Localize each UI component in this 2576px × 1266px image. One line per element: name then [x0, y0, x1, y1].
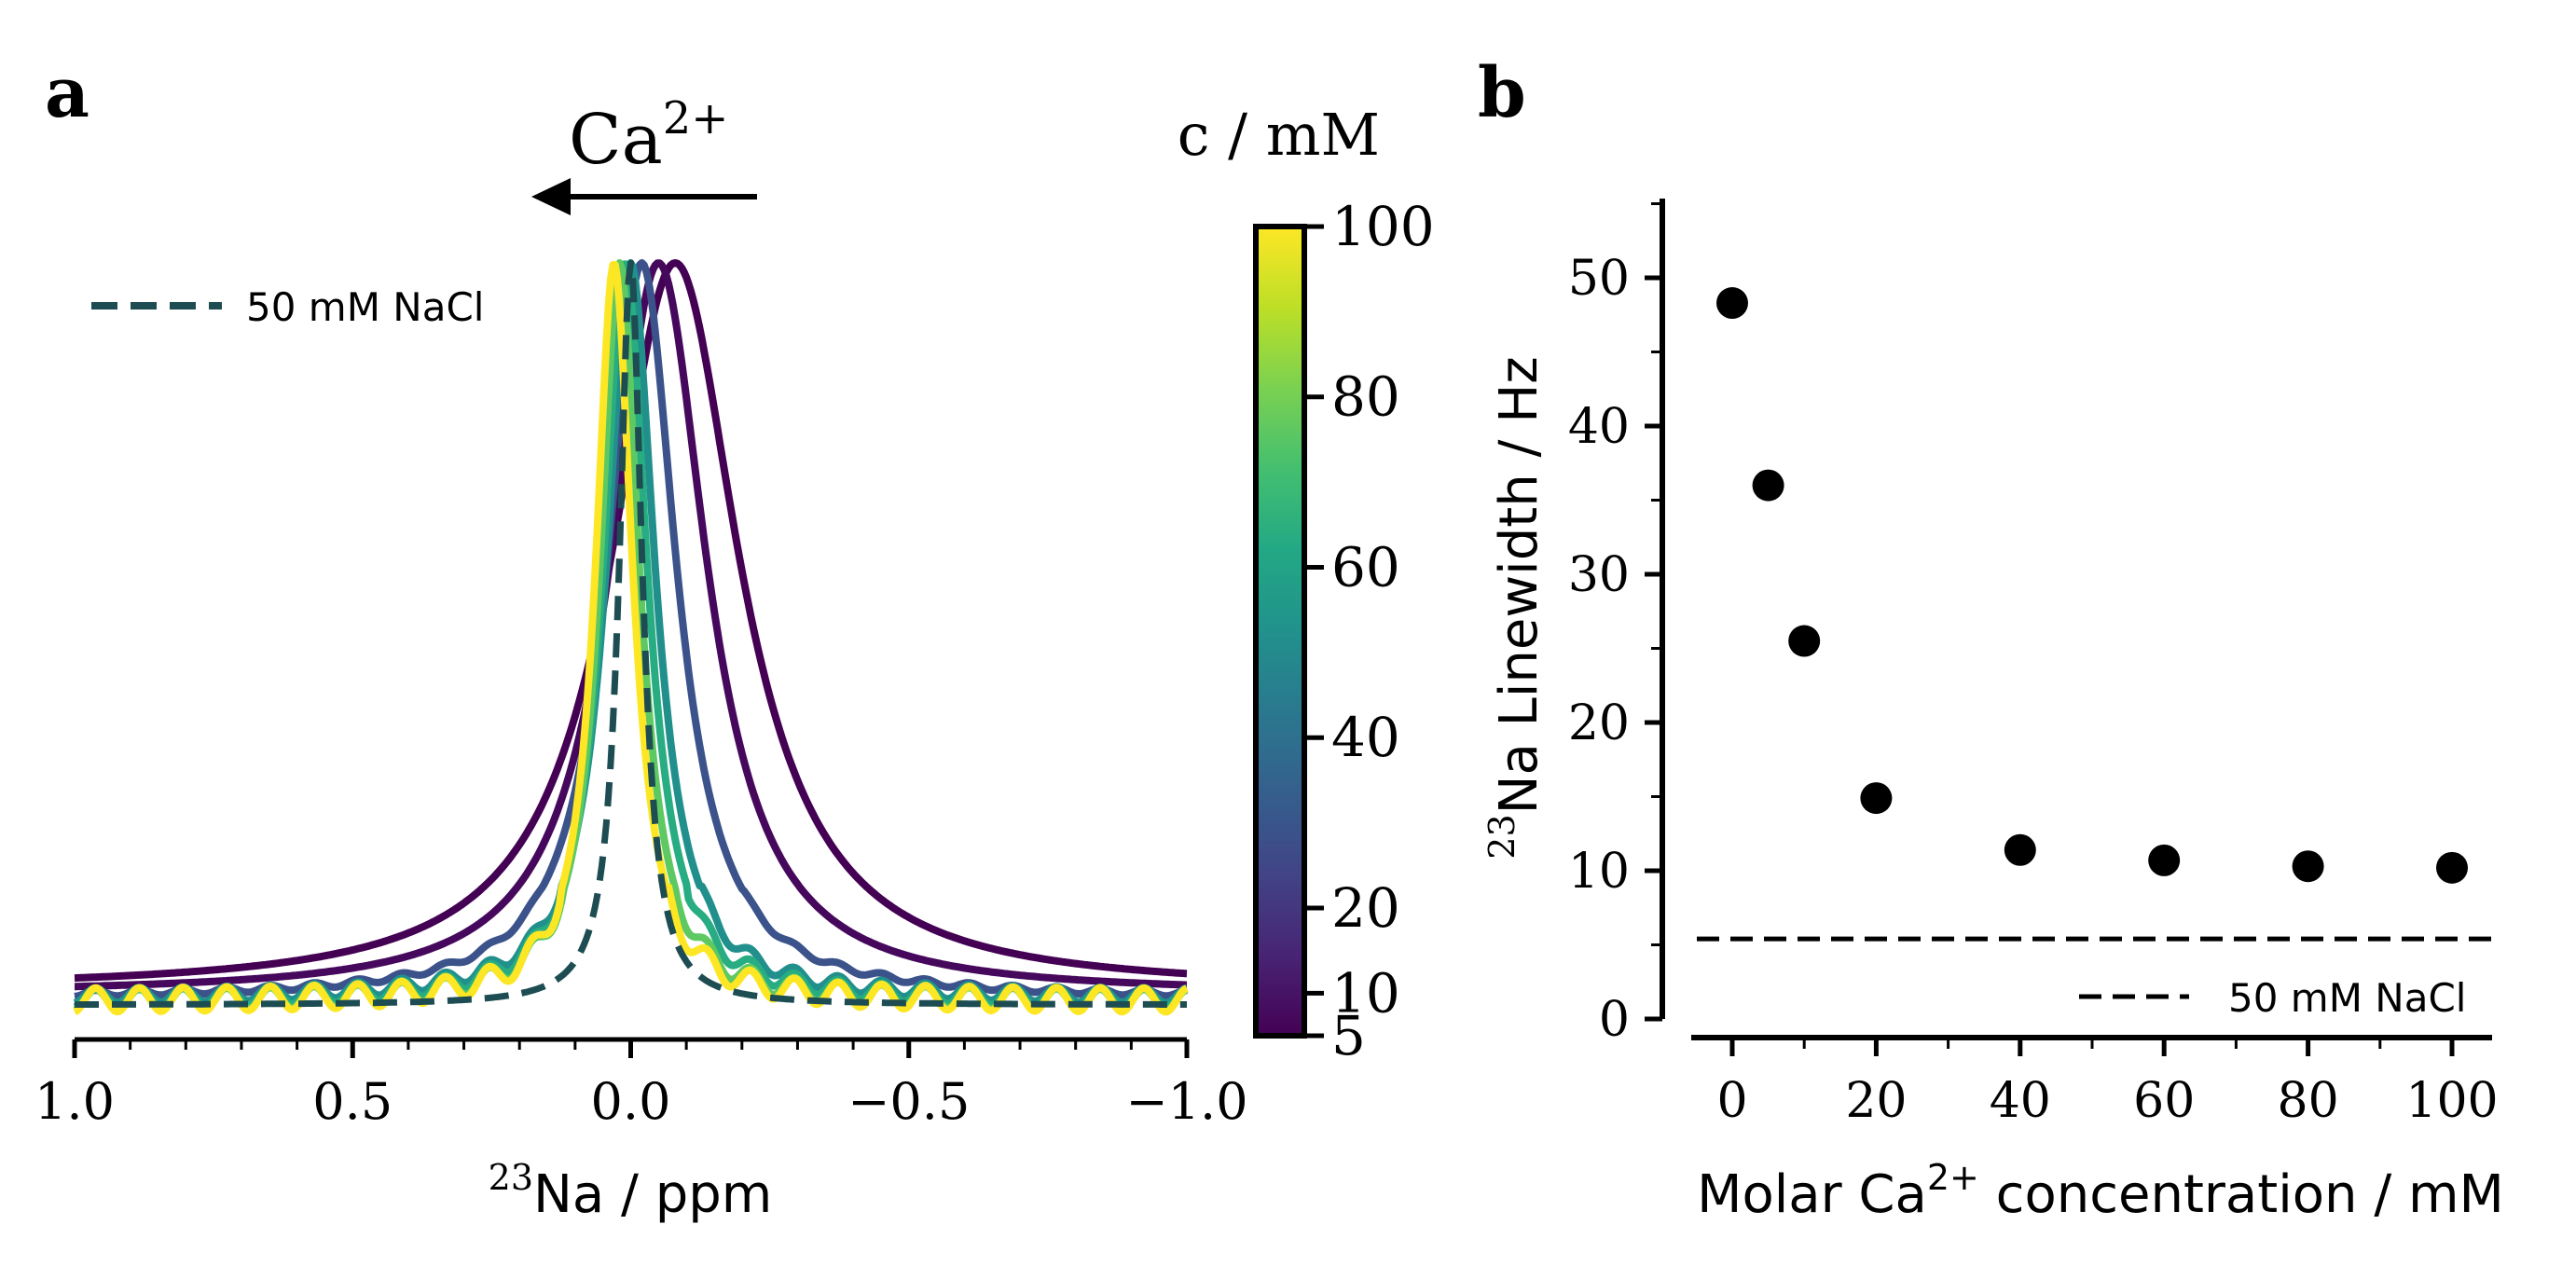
- scatter-point: [1716, 287, 1748, 320]
- panel-b-x-label-main: Molar Ca: [1697, 1164, 1927, 1225]
- panel-a-label: a: [45, 53, 90, 133]
- arrow-head: [531, 178, 571, 215]
- panel-a-x-tick-label: 0.5: [312, 1072, 393, 1131]
- panel-a-legend: 50 mM NaCl: [91, 284, 484, 330]
- panel-b: b 0 10 20 30 40 50 0 20 40 60 80 100 50 mM NaCl 23…: [1478, 53, 2504, 1225]
- colorbar-tick-label: 60: [1331, 535, 1400, 599]
- panel-b-y-tick-label: 40: [1568, 399, 1630, 455]
- panel-b-x-tick-label: 60: [2133, 1073, 2195, 1129]
- panel-b-x-tick-label: 20: [1845, 1073, 1907, 1129]
- arrow-label: Ca2+: [569, 92, 729, 180]
- colorbar-tick-label: 5: [1331, 1004, 1366, 1067]
- colorbar-tick-label: 100: [1331, 195, 1435, 258]
- panel-b-x-label-rest: concentration / mM: [1979, 1164, 2504, 1225]
- panel-b-y-tick-label: 20: [1568, 695, 1630, 751]
- panel-b-y-tick-label: 30: [1568, 547, 1630, 603]
- panel-b-x-ticks: 0 20 40 60 80 100: [1716, 1038, 2499, 1129]
- colorbar-gradient: [1253, 224, 1307, 1039]
- panel-b-legend: 50 mM NaCl: [2079, 975, 2466, 1021]
- spectrum-50-mm-nacl: [73, 259, 1189, 1008]
- colorbar-tick-label: 40: [1331, 706, 1400, 769]
- spectrum-100-mm: [73, 261, 1189, 1016]
- colorbar: c / mM 100 80 60 40 20 105: [1178, 101, 1435, 1067]
- colorbar-tick-label: 80: [1331, 365, 1400, 429]
- panel-b-y-label-main: Na Linewidth / Hz: [1489, 356, 1550, 814]
- panel-b-y-ticks: 0 10 20 30 40 50: [1568, 202, 1662, 1048]
- panel-b-x-label: Molar Ca2+ concentration / mM: [1697, 1157, 2504, 1225]
- panel-a-legend-label: 50 mM NaCl: [246, 284, 484, 330]
- panel-b-y-tick-label: 50: [1568, 251, 1630, 307]
- spectrum-80-mm: [73, 259, 1189, 1014]
- panel-a: a Ca2+ 1.0 0.5 0.0 −0.5 −1.0 23Na / ppm 50 m…: [34, 53, 1435, 1225]
- colorbar-title: c / mM: [1178, 101, 1380, 169]
- panel-a-x-label-main: Na / ppm: [533, 1164, 772, 1225]
- scatter-points: [1716, 287, 2468, 884]
- scatter-point: [1860, 782, 1893, 815]
- panel-a-x-label: 23Na / ppm: [489, 1157, 773, 1225]
- panel-b-x-tick-label: 0: [1716, 1073, 1747, 1129]
- panel-a-x-ticks: 1.0 0.5 0.0 −0.5 −1.0: [34, 1039, 1248, 1131]
- panel-a-x-label-sup: 23: [489, 1157, 533, 1198]
- colorbar-tick-label: 10: [1331, 961, 1400, 1025]
- panel-b-x-tick-label: 80: [2278, 1073, 2339, 1129]
- panel-a-x-tick-label: −1.0: [1125, 1072, 1247, 1131]
- panel-b-x-tick-label: 40: [1990, 1073, 2051, 1129]
- scatter-point: [1752, 469, 1784, 502]
- panel-b-y-tick-label: 10: [1568, 844, 1630, 900]
- panel-a-x-tick-label: −0.5: [847, 1072, 970, 1131]
- calcium-arrow: Ca2+: [531, 92, 757, 215]
- scatter-point: [2004, 833, 2036, 866]
- scatter-point: [2436, 851, 2468, 884]
- spectra-lines: [73, 259, 1189, 1016]
- panel-b-y-label-sup: 23: [1481, 814, 1522, 859]
- colorbar-ticks: 100 80 60 40 20 105: [1304, 195, 1435, 1067]
- colorbar-tick-label: 20: [1331, 876, 1400, 940]
- scatter-point: [2292, 850, 2324, 883]
- panel-a-x-tick-label: 0.0: [591, 1072, 671, 1131]
- panel-b-y-tick-label: 0: [1599, 992, 1630, 1048]
- panel-b-legend-label: 50 mM NaCl: [2228, 975, 2466, 1021]
- panel-b-label: b: [1478, 53, 1526, 133]
- panel-b-x-label-sup: 2+: [1927, 1157, 1979, 1198]
- panel-a-x-axis: 1.0 0.5 0.0 −0.5 −1.0 23Na / ppm: [34, 1037, 1248, 1225]
- panel-b-x-tick-label: 100: [2405, 1073, 2498, 1129]
- arrow-label-main: Ca: [569, 100, 663, 180]
- panel-a-x-tick-label: 1.0: [34, 1072, 115, 1131]
- arrow-label-sup: 2+: [663, 92, 729, 144]
- panel-b-y-label: 23Na Linewidth / Hz: [1481, 356, 1550, 859]
- scatter-point: [1788, 625, 1821, 657]
- scatter-point: [2148, 844, 2181, 876]
